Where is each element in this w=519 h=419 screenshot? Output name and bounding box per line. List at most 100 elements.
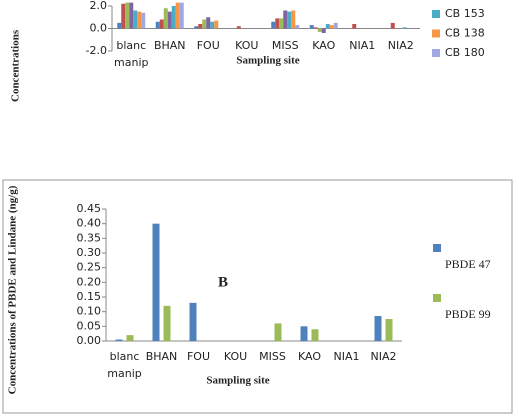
bar [325,24,330,29]
x-tick-label: KAO [312,39,336,52]
legend-swatch [433,244,441,252]
x-tick-label-box: KOU [235,39,258,52]
x-tick-label-box: NIA2 [387,39,414,52]
bar [313,27,318,29]
legend-label: CB 153 [445,7,485,20]
bar [206,17,211,29]
y-tick-label: 0.00 [77,334,102,347]
y-axis-title: Concentrations of PBDE and Lindane (ng/g… [7,185,19,394]
bar [115,339,123,341]
y-tick-label: 0.35 [77,231,102,244]
bar [155,21,160,29]
x-tick-label-box: FOU [186,350,211,363]
bar [317,28,322,32]
x-tick-label: MISS [259,350,286,363]
legend-swatch [432,10,440,18]
y-axis-title: Concentrations [10,29,22,102]
bar [126,335,134,341]
legend-label: CB 138 [445,27,485,40]
bar [333,22,338,29]
y-tick-label: 0.20 [77,275,102,288]
bar [295,25,300,29]
x-tick-label-box: KAO [312,39,336,52]
bar [167,11,172,29]
y-tick-label: 0.30 [77,246,102,259]
chart-frame [2,179,513,414]
bar [194,26,199,29]
x-tick-label: BHAN [153,39,186,52]
bar [300,326,308,341]
bar [117,22,122,29]
bar [214,20,219,29]
bar [137,11,142,29]
bar [141,12,146,29]
bar [121,3,126,29]
y-tick-label: 2.0 [90,0,108,12]
x-tick-label: NIA1 [333,350,360,363]
bar [125,2,130,29]
bar [279,18,284,29]
bar [374,316,382,341]
x-tick-label: NIA1 [349,39,376,52]
x-axis-title: Sampling site [206,375,269,387]
y-tick-label: 0.40 [77,217,102,230]
x-tick-label: FOU [186,350,211,363]
bar [321,28,326,33]
bar [163,305,171,341]
bar [385,319,393,341]
bar [291,10,296,29]
legend-label: PBDE 47 [445,257,491,271]
legend-label: PBDE 99 [445,307,491,321]
legend-swatch [432,49,440,57]
x-tick-label-box: KAO [297,350,321,363]
x-tick-label-box: MISS [259,350,286,363]
bar [202,19,207,29]
x-tick-label-box: BHAN [145,350,178,363]
y-tick-label: 0.25 [77,261,102,274]
bar [236,26,241,29]
bar [152,223,160,341]
bar [352,24,357,29]
bar [309,25,314,29]
bar [402,27,407,29]
x-tick-label-box: NIA2 [370,350,397,363]
bar [390,22,395,29]
x-tick-label-box: NIA1 [333,350,360,363]
bar [287,11,292,29]
x-tick-label-box: NIA1 [349,39,376,52]
bar [133,10,138,29]
bar [189,302,197,341]
y-tick-label: 0.45 [77,202,102,215]
x-tick-label: BHAN [145,350,178,363]
legend-swatch [432,29,440,38]
bar [175,2,180,29]
annotation: B [218,274,228,290]
x-tick-label-box: KOU [223,350,248,363]
x-tick-label: NIA2 [387,39,414,52]
bar [198,24,203,29]
x-tick-label: blanc manip [107,350,142,380]
x-tick-label: NIA2 [370,350,397,363]
x-tick-label-box: BHAN [153,39,186,52]
bar [179,2,184,29]
legend-label: CB 180 [445,46,485,59]
x-axis-title: Sampling site [236,55,299,67]
y-tick-label: 0.15 [77,290,102,303]
bar [159,19,164,29]
bar [283,10,288,29]
x-tick-label: FOU [196,39,220,52]
bar [311,329,319,341]
x-tick-label-box: blanc manip [107,350,142,380]
y-tick-label: -2.0 [86,44,107,57]
x-tick-label: KOU [223,350,248,363]
bar [171,6,176,29]
legend-swatch [433,294,441,302]
x-tick-label: KAO [297,350,321,363]
bar [271,21,276,29]
x-tick-label-box: MISS [271,39,299,52]
bar [129,2,134,29]
x-tick-label: MISS [271,39,299,52]
x-tick-label-box: blanc manip [114,39,148,69]
bar [329,25,334,29]
